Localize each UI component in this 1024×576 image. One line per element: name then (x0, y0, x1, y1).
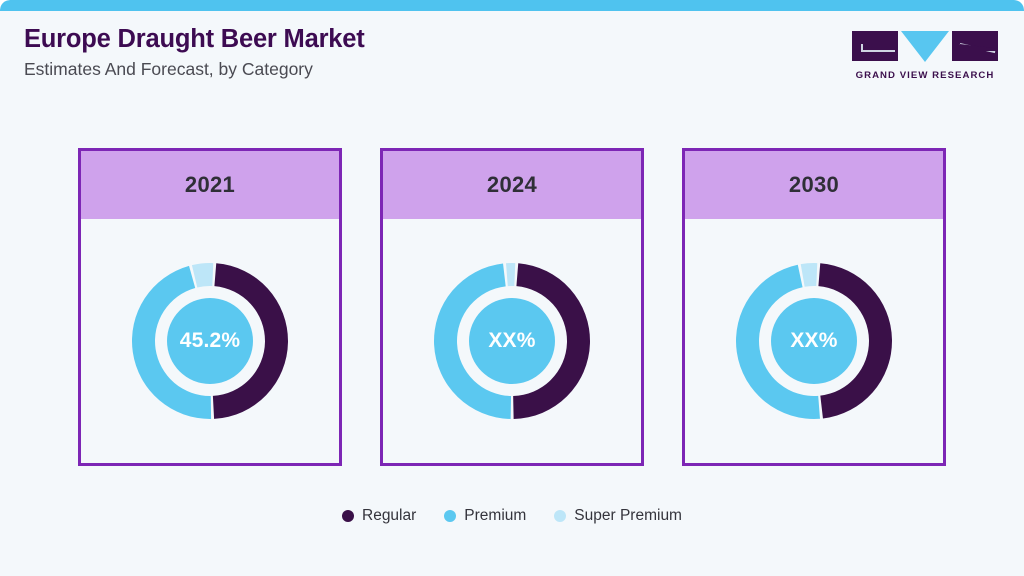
legend-item-super-premium: Super Premium (554, 507, 682, 525)
card-body-2030: XX% (685, 219, 943, 463)
legend-label: Regular (362, 507, 417, 524)
donut-chart-2030: XX% (734, 261, 894, 421)
legend: Regular Premium Super Premium (0, 507, 1024, 525)
card-2024: 2024 XX% (380, 148, 644, 466)
legend-dot-icon (554, 510, 567, 522)
card-year-label: 2030 (788, 172, 840, 197)
donut-slice-regular (818, 263, 892, 419)
donut-svg-2030 (736, 263, 892, 419)
card-row: 2021 45.2% 2024 XX% 2030 (78, 148, 946, 466)
donut-slice-premium (736, 264, 820, 419)
legend-label: Super Premium (574, 507, 682, 524)
legend-item-regular: Regular (342, 507, 416, 525)
title-block: Europe Draught Beer Market Estimates And… (24, 25, 365, 79)
donut-center-circle (771, 298, 857, 384)
donut-slice-regular (513, 263, 591, 419)
logo-text: GRAND VIEW RESEARCH (855, 70, 995, 81)
donut-center-circle (167, 298, 253, 384)
card-2021: 2021 45.2% (78, 148, 342, 466)
card-header-2030: 2030 (685, 151, 943, 219)
donut-slice-regular (212, 263, 288, 419)
top-accent-bar (0, 0, 1024, 11)
donut-slice-super-premium (191, 263, 214, 288)
logo-left-block-icon (852, 31, 898, 61)
logo-mark (852, 31, 998, 65)
page-subtitle: Estimates And Forecast, by Category (24, 59, 313, 80)
grand-view-research-logo: GRAND VIEW RESEARCH (852, 31, 998, 81)
logo-triangle-icon (901, 31, 949, 62)
legend-item-premium: Premium (444, 507, 526, 525)
legend-label: Premium (464, 507, 527, 524)
donut-svg-2024 (434, 263, 591, 419)
donut-slice-super-premium (506, 263, 516, 287)
card-body-2021: 45.2% (81, 219, 339, 463)
card-body-2024: XX% (383, 219, 641, 463)
logo-right-block-icon (952, 31, 998, 61)
card-year-label: 2024 (486, 172, 538, 197)
legend-dot-icon (342, 510, 354, 522)
donut-slice-super-premium (800, 263, 818, 287)
legend-dot-icon (444, 510, 457, 522)
card-year-label: 2021 (184, 172, 236, 197)
card-2030: 2030 XX% (682, 148, 946, 466)
card-header-2024: 2024 (383, 151, 641, 219)
donut-slice-premium (131, 265, 212, 419)
donut-center-circle (469, 298, 555, 384)
card-header-2021: 2021 (81, 151, 339, 219)
donut-chart-2021: 45.2% (130, 261, 290, 421)
donut-chart-2024: XX% (432, 261, 592, 421)
donut-svg-2021 (131, 263, 288, 419)
page-title: Europe Draught Beer Market (24, 25, 365, 53)
header: Europe Draught Beer Market Estimates And… (0, 11, 1024, 105)
donut-slice-premium (434, 263, 512, 419)
